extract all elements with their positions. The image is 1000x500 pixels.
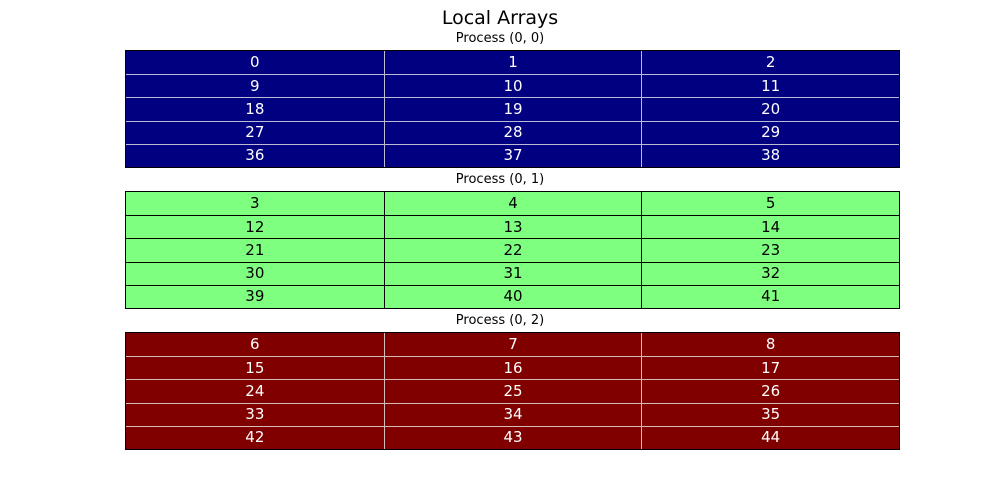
table-cell: 36 bbox=[126, 143, 384, 167]
table-cell: 26 bbox=[641, 379, 899, 403]
table-cell: 23 bbox=[641, 238, 899, 262]
table-cell: 9 bbox=[126, 74, 384, 97]
table-cell: 20 bbox=[641, 97, 899, 121]
table-cell: 33 bbox=[126, 402, 384, 426]
table-cell: 29 bbox=[641, 120, 899, 144]
table-cell: 41 bbox=[641, 284, 899, 308]
table-cell: 2 bbox=[641, 51, 899, 75]
table-process-0-0: 0 1 2 9 10 11 18 19 20 27 28 29 36 37 38 bbox=[125, 50, 900, 168]
panel-title-0: Process (0, 0) bbox=[455, 31, 545, 46]
table-cell: 7 bbox=[383, 333, 642, 357]
table-cell: 28 bbox=[383, 120, 642, 144]
table-cell: 34 bbox=[383, 402, 642, 426]
table-cell: 10 bbox=[383, 74, 642, 98]
table-cell: 39 bbox=[126, 284, 384, 308]
table-cell: 25 bbox=[383, 379, 642, 403]
table-cell: 22 bbox=[383, 238, 642, 262]
table-cell: 40 bbox=[383, 284, 642, 308]
table-cell: 32 bbox=[641, 261, 899, 285]
figure-title: Local Arrays bbox=[441, 7, 559, 29]
table-cell: 31 bbox=[383, 261, 642, 285]
table-cell: 13 bbox=[383, 215, 642, 239]
table-cell: 4 bbox=[383, 192, 642, 216]
table-cell: 14 bbox=[641, 215, 899, 239]
table-cell: 1 bbox=[383, 51, 642, 75]
table-cell: 3 bbox=[250, 194, 260, 213]
table-cell: 17 bbox=[641, 356, 899, 380]
table-cell: 35 bbox=[641, 402, 899, 426]
table-cell: 18 bbox=[126, 97, 384, 120]
table-cell: 12 bbox=[126, 215, 384, 238]
table-cell: 37 bbox=[383, 143, 642, 167]
table-cell: 30 bbox=[126, 261, 384, 285]
table-cell: 19 bbox=[383, 97, 642, 121]
table-cell: 11 bbox=[641, 74, 899, 98]
table-cell: 15 bbox=[126, 356, 384, 379]
table-cell: 44 bbox=[641, 425, 899, 449]
table-cell: 8 bbox=[641, 333, 899, 357]
panel-title-1: Process (0, 1) bbox=[455, 172, 545, 187]
table-cell: 21 bbox=[126, 238, 384, 261]
table-cell: 27 bbox=[126, 120, 384, 144]
table-process-0-1: 3 4 5 12 13 14 21 22 23 30 31 32 39 40 41 bbox=[125, 191, 900, 309]
table-cell: 16 bbox=[383, 356, 642, 380]
table-cell: 0 bbox=[250, 53, 260, 72]
table-process-0-2: 6 7 8 15 16 17 24 25 26 33 34 35 42 43 44 bbox=[125, 332, 900, 450]
panel-title-2: Process (0, 2) bbox=[455, 313, 545, 328]
table-cell: 24 bbox=[126, 379, 384, 402]
table-cell: 42 bbox=[126, 425, 384, 449]
table-cell: 5 bbox=[641, 192, 899, 216]
table-cell: 6 bbox=[250, 335, 260, 354]
table-cell: 38 bbox=[641, 143, 899, 167]
table-cell: 43 bbox=[383, 425, 642, 449]
